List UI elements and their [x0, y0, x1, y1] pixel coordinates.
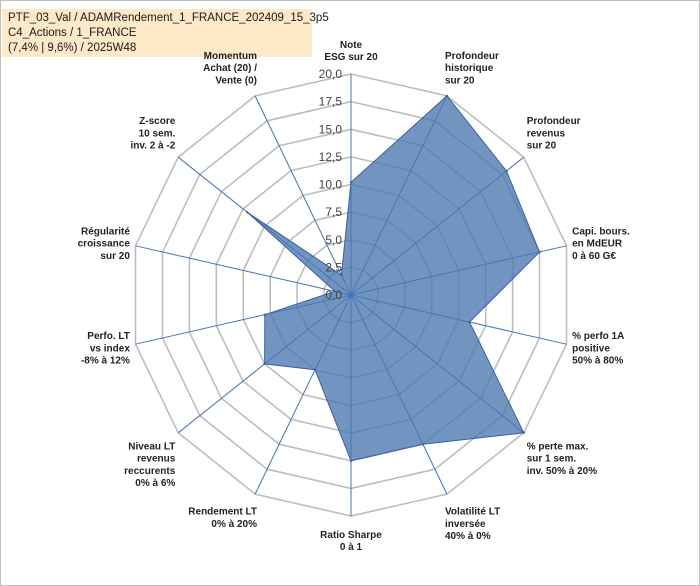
tick-label-1: 2,5	[325, 260, 342, 274]
axis-label-line: % perfo 1A	[572, 331, 624, 342]
data-point-8	[313, 368, 317, 371]
data-point-4	[468, 320, 471, 324]
axis-label-8: Rendement LT 0% à 20%	[188, 507, 257, 530]
axis-label-line: revenus	[527, 128, 566, 139]
title-line-3: (7,4% | 9,6%) / 2025W48	[8, 42, 137, 54]
axis-label-6: Volatilité LT inversée 40% à 0%	[445, 507, 500, 542]
tick-label-3: 7,5	[325, 205, 342, 219]
axis-label-line: Note	[340, 40, 363, 51]
chart-title-box: PTF_03_Val / ADAMRendement_1_FRANCE_2024…	[2, 9, 329, 57]
tick-label-0: 0,0	[325, 288, 342, 302]
axis-label-line: Z-score	[139, 116, 176, 127]
axis-label-5: % perte max. sur 1 sem. inv. 50% à 20%	[527, 442, 598, 477]
axis-label-line: Perfo. LT	[87, 331, 130, 342]
axis-label-line: inv. 50% à 20%	[527, 466, 598, 477]
title-line-2: C4_Actions / 1_FRANCE	[8, 27, 137, 39]
axis-label-line: 0% à 6%	[135, 478, 175, 489]
axis-label-line: ESG sur 20	[324, 52, 378, 63]
axis-label-line: Profondeur	[527, 116, 581, 127]
data-point-6	[421, 443, 425, 446]
title-line-1: PTF_03_Val / ADAMRendement_1_FRANCE_2024…	[8, 12, 329, 24]
axis-label-13: Momentum Achat (20) / Vente (0)	[203, 51, 257, 86]
axis-label-line: Volatilité LT	[445, 507, 500, 518]
axis-label-line: 10 sem.	[139, 128, 176, 139]
axis-label-line: 0% à 20%	[211, 519, 257, 530]
data-point-2	[505, 169, 508, 173]
tick-label-6: 15,0	[319, 122, 343, 136]
axis-label-line: croissance	[78, 239, 131, 250]
axis-label-line: sur 1 sem.	[527, 454, 577, 465]
axis-label-4: % perfo 1A positive 50% à 80%	[572, 331, 624, 366]
data-point-10	[263, 313, 266, 316]
axis-label-12: Z-score 10 sem. inv. 2 à -2	[130, 116, 175, 151]
axis-label-line: inv. 2 à -2	[130, 141, 175, 152]
axis-label-line: positive	[572, 343, 610, 354]
axis-label-line: sur 20	[100, 251, 130, 262]
axis-label-line: inversée	[445, 519, 486, 530]
axis-label-0: Note ESG sur 20	[324, 40, 378, 63]
axis-label-line: vs index	[90, 343, 130, 354]
axis-label-line: en MdEUR	[572, 239, 623, 250]
axis-label-line: Achat (20) /	[203, 63, 257, 74]
spoke-13	[254, 95, 352, 296]
axis-label-line: Rendement LT	[188, 507, 257, 518]
axis-label-line: Niveau LT	[128, 442, 175, 453]
axis-label-line: Profondeur	[445, 51, 499, 62]
axis-label-line: Capi. bours.	[572, 227, 630, 238]
data-point-9	[263, 362, 266, 366]
axis-label-line: 40% à 0%	[445, 531, 491, 542]
axis-label-line: 0 à 60 G€	[572, 251, 616, 262]
axis-label-line: Ratio Sharpe	[320, 530, 382, 541]
axis-label-line: 0 à 1	[340, 542, 363, 553]
axis-label-line: Vente (0)	[215, 75, 257, 86]
data-point-12	[246, 211, 249, 214]
axis-label-7: Ratio Sharpe 0 à 1	[320, 530, 382, 553]
axis-label-line: sur 20	[527, 141, 557, 152]
data-point-13	[340, 273, 343, 277]
axis-label-line: % perte max.	[527, 442, 589, 453]
data-point-7	[349, 459, 353, 462]
data-point-3	[538, 250, 541, 254]
axis-label-line: -8% à 12%	[81, 356, 130, 367]
axis-label-line: 50% à 80%	[572, 356, 623, 367]
series-area-0	[246, 95, 541, 462]
axis-label-10: Perfo. LT vs index -8% à 12%	[81, 331, 130, 366]
axis-label-line: reccurents	[124, 466, 176, 477]
spoke-11	[135, 245, 352, 296]
axis-label-1: Profondeur historique sur 20	[445, 51, 499, 86]
axis-label-line: historique	[445, 63, 494, 74]
axis-label-line: sur 20	[445, 75, 475, 86]
axis-label-2: Profondeur revenus sur 20	[527, 116, 581, 151]
data-point-1	[445, 94, 449, 98]
data-point-11	[333, 290, 336, 293]
tick-label-4: 10,0	[319, 178, 343, 192]
axis-label-3: Capi. bours. en MdEUR 0 à 60 G€	[572, 227, 630, 262]
tick-label-8: 20,0	[319, 67, 343, 81]
tick-label-7: 17,5	[319, 95, 343, 109]
axis-label-line: Momentum	[204, 51, 257, 62]
axis-label-line: revenus	[137, 454, 176, 465]
tick-label-2: 5,0	[325, 233, 342, 247]
axis-label-9: Niveau LT revenus reccurents 0% à 6%	[124, 442, 176, 490]
data-point-0	[349, 181, 353, 184]
tick-label-5: 12,5	[319, 150, 343, 164]
axis-label-line: Régularité	[81, 227, 130, 238]
axis-label-11: Régularité croissance sur 20	[78, 227, 131, 262]
data-point-5	[522, 431, 525, 434]
